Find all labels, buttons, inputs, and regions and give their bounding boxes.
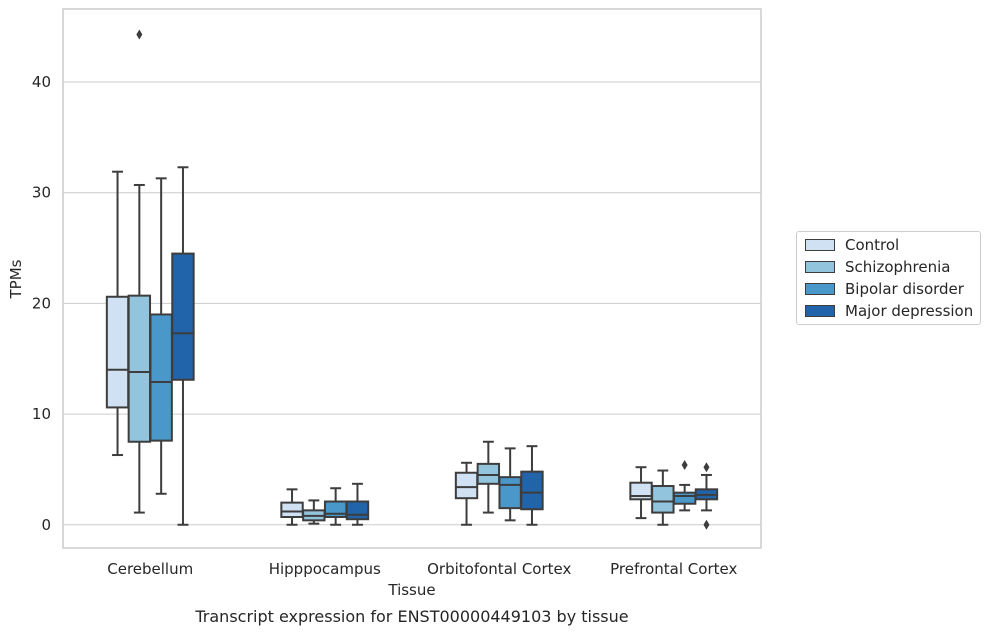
x-tick-label-prefrontal-cortex: Prefrontal Cortex <box>610 560 737 578</box>
x-tick-labels: Cerebellum Hipppocampus Orbitofontal Corte… <box>107 560 737 578</box>
outlier-point-bipolar-disorder-prefrontal-cortex-0 <box>681 459 688 470</box>
box-control-hipppocampus <box>280 488 304 526</box>
legend-item-schizophrenia: Schizophrenia <box>805 257 950 277</box>
y-tick-label-30: 30 <box>32 184 51 202</box>
box-control-prefrontal-cortex <box>629 466 653 520</box>
iqr-box-bipolar-disorder-cerebellum <box>149 313 173 442</box>
y-axis-label: TPMs <box>7 259 25 299</box>
legend-label-major-depression: Major depression <box>845 302 974 320</box>
legend-swatch-major-depression <box>805 305 835 317</box>
legend-label-control: Control <box>845 236 900 254</box>
y-tick-label-40: 40 <box>32 73 51 91</box>
iqr-box-schizophrenia-orbitofontal-cortex <box>476 462 501 485</box>
box-series <box>105 29 719 530</box>
box-control-cerebellum <box>105 170 130 457</box>
iqr-box-major-depression-orbitofontal-cortex <box>520 470 544 511</box>
x-tick-label-orbitofontal-cortex: Orbitofontal Cortex <box>427 560 571 578</box>
y-tick-label-10: 10 <box>32 405 51 423</box>
box-schizophrenia-prefrontal-cortex <box>651 469 675 526</box>
box-major-depression-prefrontal-cortex <box>694 462 719 530</box>
iqr-box-control-orbitofontal-cortex <box>454 471 479 500</box>
x-axis-label: Tissue <box>387 581 435 599</box>
iqr-box-bipolar-disorder-orbitofontal-cortex <box>498 476 522 510</box>
iqr-box-control-cerebellum <box>105 295 130 409</box>
box-control-orbitofontal-cortex <box>454 461 479 526</box>
iqr-box-bipolar-disorder-prefrontal-cortex <box>672 491 697 505</box>
iqr-box-schizophrenia-prefrontal-cortex <box>651 485 675 514</box>
legend: Control Schizophrenia Bipolar disorder M… <box>796 231 981 325</box>
legend-swatch-bipolar-disorder <box>805 283 835 295</box>
iqr-box-major-depression-hipppocampus <box>345 500 370 521</box>
legend-swatch-control <box>805 239 835 251</box>
legend-label-schizophrenia: Schizophrenia <box>845 258 951 276</box>
x-tick-label-hipppocampus: Hipppocampus <box>269 560 381 578</box>
legend-item-major-depression: Major depression <box>805 301 973 321</box>
box-schizophrenia-cerebellum <box>127 29 152 514</box>
plot-frame <box>62 8 762 549</box>
box-schizophrenia-hipppocampus <box>302 499 326 525</box>
legend-swatch-schizophrenia <box>805 261 835 273</box>
grid-lines <box>63 81 761 526</box>
x-tick-label-cerebellum: Cerebellum <box>107 560 193 578</box>
chart-title: Transcript expression for ENST0000044910… <box>194 607 628 626</box>
outlier-point-major-depression-prefrontal-cortex-1 <box>703 519 710 530</box>
legend-label-bipolar-disorder: Bipolar disorder <box>845 280 964 298</box>
box-schizophrenia-orbitofontal-cortex <box>476 440 501 514</box>
box-bipolar-disorder-hipppocampus <box>323 487 348 526</box>
box-bipolar-disorder-orbitofontal-cortex <box>498 447 522 522</box>
iqr-box-control-hipppocampus <box>280 501 304 519</box>
box-major-depression-orbitofontal-cortex <box>520 445 544 526</box>
iqr-box-major-depression-cerebellum <box>171 252 195 381</box>
box-major-depression-cerebellum <box>171 166 195 526</box>
y-tick-label-20: 20 <box>32 294 51 312</box>
legend-item-control: Control <box>805 235 899 255</box>
iqr-box-schizophrenia-cerebellum <box>127 294 152 443</box>
y-tick-labels: 0 10 20 30 40 <box>32 73 51 534</box>
box-major-depression-hipppocampus <box>345 482 370 526</box>
y-tick-label-0: 0 <box>41 516 51 534</box>
box-bipolar-disorder-prefrontal-cortex <box>672 459 697 512</box>
legend-item-bipolar-disorder: Bipolar disorder <box>805 279 964 299</box>
outlier-point-major-depression-prefrontal-cortex-0 <box>703 462 710 473</box>
outlier-point-schizophrenia-cerebellum-0 <box>136 29 143 40</box>
box-bipolar-disorder-cerebellum <box>149 177 173 495</box>
